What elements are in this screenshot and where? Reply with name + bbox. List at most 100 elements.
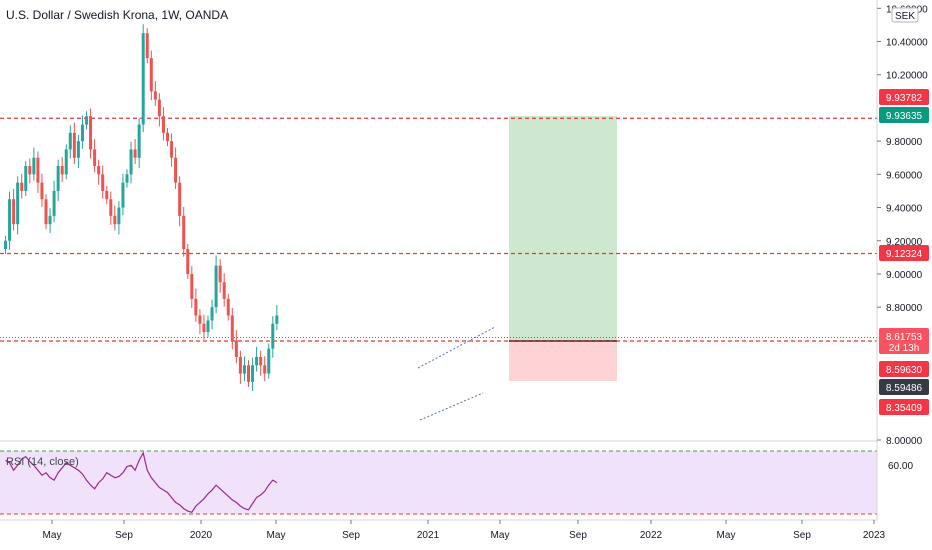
- candle-body[interactable]: [129, 149, 133, 175]
- candle-body[interactable]: [72, 132, 76, 158]
- price-label: [879, 107, 929, 123]
- candle-body[interactable]: [24, 166, 28, 191]
- candle-body[interactable]: [226, 298, 230, 316]
- candle-body[interactable]: [157, 99, 161, 117]
- candle-body[interactable]: [153, 91, 157, 100]
- time-tick-label: Sep: [793, 530, 811, 541]
- candle-body[interactable]: [20, 182, 24, 191]
- candle-body[interactable]: [64, 149, 68, 175]
- candle-body[interactable]: [174, 157, 178, 183]
- candle-body[interactable]: [32, 157, 36, 175]
- candle-body[interactable]: [149, 58, 153, 92]
- candle-body[interactable]: [263, 365, 267, 374]
- candle-body[interactable]: [182, 215, 186, 250]
- candle-body[interactable]: [109, 199, 113, 216]
- candle-body[interactable]: [194, 298, 198, 316]
- candle-body[interactable]: [85, 116, 88, 125]
- price-tick-label: 9.40000: [886, 204, 923, 215]
- candle-body[interactable]: [12, 199, 16, 225]
- candle-body[interactable]: [76, 141, 80, 158]
- candle-body[interactable]: [8, 199, 12, 241]
- candle-body[interactable]: [161, 116, 165, 133]
- candle-body[interactable]: [89, 116, 93, 150]
- candle-body[interactable]: [186, 249, 190, 274]
- price-label: [879, 328, 929, 354]
- candle-body[interactable]: [52, 190, 56, 216]
- time-tick-label: Sep: [115, 530, 133, 541]
- price-label: [879, 379, 929, 395]
- price-label-text: 8.61753: [886, 332, 923, 343]
- candle-body[interactable]: [28, 166, 32, 175]
- candle-body[interactable]: [267, 348, 271, 374]
- price-label-text: 8.59486: [886, 383, 923, 394]
- candle-body[interactable]: [56, 166, 60, 191]
- time-tick-label: May: [267, 530, 286, 541]
- time-tick-label: 2023: [863, 530, 886, 541]
- candle-body[interactable]: [234, 340, 238, 357]
- candle-body[interactable]: [141, 33, 145, 125]
- candle-body[interactable]: [202, 323, 206, 333]
- candle-body[interactable]: [178, 182, 182, 216]
- candle-body[interactable]: [247, 365, 250, 382]
- rsi-band: [0, 451, 877, 514]
- candle-body[interactable]: [214, 265, 218, 308]
- stop-zone[interactable]: [509, 341, 617, 381]
- candle-body[interactable]: [97, 166, 101, 175]
- candle-body[interactable]: [190, 273, 194, 299]
- price-label-text: 8.35409: [886, 403, 923, 414]
- candle-body[interactable]: [145, 33, 149, 59]
- candle-body[interactable]: [4, 240, 7, 250]
- candle-body[interactable]: [275, 315, 279, 324]
- candle-body[interactable]: [36, 157, 40, 183]
- candle-body[interactable]: [255, 356, 259, 366]
- price-tick-label: 9.00000: [886, 270, 923, 281]
- candle-body[interactable]: [238, 356, 242, 374]
- time-tick-label: 2021: [417, 530, 440, 541]
- channel-upper[interactable]: [417, 326, 496, 369]
- candle-body[interactable]: [105, 190, 109, 200]
- candle-body[interactable]: [16, 182, 20, 225]
- rsi-tick: 60.00: [888, 461, 913, 472]
- candle-body[interactable]: [68, 132, 72, 150]
- candle-body[interactable]: [117, 207, 121, 225]
- candle-body[interactable]: [40, 182, 44, 200]
- price-label: [879, 89, 929, 105]
- candle-body[interactable]: [206, 320, 210, 333]
- candle-body[interactable]: [218, 265, 222, 283]
- price-tick-label: 9.80000: [886, 137, 923, 148]
- time-tick-label: May: [717, 530, 736, 541]
- currency-badge[interactable]: [891, 7, 919, 23]
- price-tick-label: 10.20000: [886, 71, 928, 82]
- candle-body[interactable]: [60, 166, 64, 175]
- candle-body[interactable]: [210, 307, 214, 321]
- time-tick-label: 2020: [190, 530, 213, 541]
- candle-body[interactable]: [242, 365, 246, 374]
- candle-body[interactable]: [125, 174, 129, 183]
- price-label-countdown: 2d 13h: [889, 343, 920, 354]
- candle-body[interactable]: [259, 356, 263, 366]
- price-label-text: 9.12324: [886, 249, 923, 260]
- candle-body[interactable]: [93, 149, 97, 167]
- candle-body[interactable]: [198, 315, 202, 324]
- price-pane[interactable]: [0, 0, 877, 440]
- candle-body[interactable]: [121, 182, 125, 208]
- price-label-text: 9.93635: [886, 111, 923, 122]
- candle-body[interactable]: [44, 199, 48, 225]
- candle-body[interactable]: [113, 215, 117, 225]
- candle-body[interactable]: [230, 315, 234, 341]
- time-tick-label: Sep: [342, 530, 360, 541]
- candle-body[interactable]: [137, 124, 141, 158]
- candle-body[interactable]: [48, 215, 52, 225]
- candle-body[interactable]: [80, 124, 84, 142]
- candle-body[interactable]: [251, 365, 255, 382]
- candle-body[interactable]: [101, 174, 105, 191]
- candle-body[interactable]: [222, 282, 226, 299]
- candle-body[interactable]: [170, 141, 174, 158]
- candle-body[interactable]: [271, 323, 275, 349]
- target-zone[interactable]: [509, 116, 617, 341]
- candle-body[interactable]: [133, 149, 137, 158]
- candle-body[interactable]: [166, 132, 169, 142]
- channel-lower[interactable]: [419, 392, 484, 421]
- time-tick-label: 2022: [640, 530, 663, 541]
